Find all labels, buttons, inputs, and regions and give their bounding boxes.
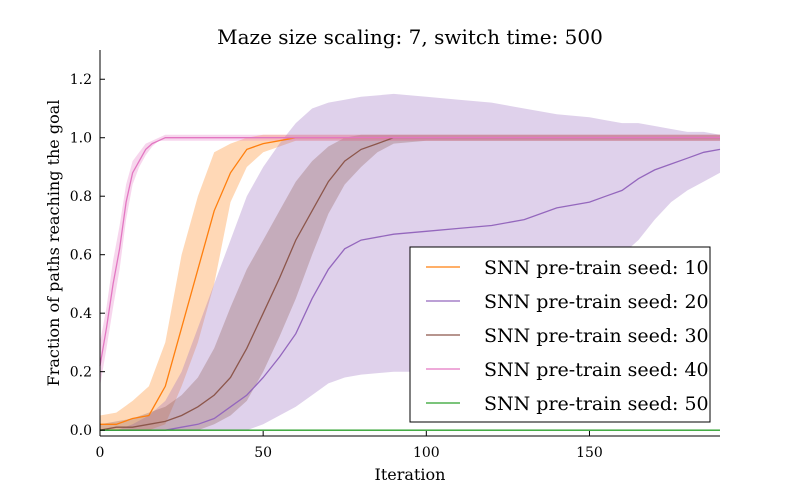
- y-ticks: 0.0 0.2 0.4 0.6 0.8 1.0 1.2: [70, 72, 105, 439]
- y-tick-label: 0.2: [70, 365, 92, 381]
- legend-label-4: SNN pre-train seed: 40: [484, 359, 709, 381]
- y-tick-label: 0.0: [70, 423, 92, 439]
- band-series-3: [100, 134, 720, 431]
- y-tick-label: 1.2: [70, 72, 92, 88]
- y-tick-label: 0.8: [70, 189, 92, 205]
- y-tick-label: 0.6: [70, 248, 92, 264]
- x-tick-label: 0: [96, 445, 105, 461]
- legend-label-3: SNN pre-train seed: 30: [484, 325, 709, 347]
- x-tick-label: 50: [254, 445, 272, 461]
- chart-title: Maze size scaling: 7, switch time: 500: [217, 25, 603, 49]
- legend-label-2: SNN pre-train seed: 20: [484, 291, 709, 313]
- legend-label-1: SNN pre-train seed: 10: [484, 257, 709, 279]
- y-axis-label: Fraction of paths reaching the goal: [44, 100, 63, 387]
- x-ticks: 0 50 100 150: [96, 431, 603, 461]
- y-tick-label: 0.4: [70, 306, 92, 322]
- y-tick-label: 1.0: [70, 131, 92, 147]
- line-series-4: [99, 137, 720, 366]
- legend-label-5: SNN pre-train seed: 50: [484, 393, 709, 415]
- x-tick-label: 150: [576, 445, 603, 461]
- series-lines: [99, 137, 721, 431]
- line-series-2: [100, 148, 721, 431]
- legend: SNN pre-train seed: 10 SNN pre-train seed…: [409, 246, 711, 423]
- x-tick-label: 100: [413, 445, 440, 461]
- band-series-1: [100, 134, 720, 431]
- x-axis-label: Iteration: [375, 465, 446, 484]
